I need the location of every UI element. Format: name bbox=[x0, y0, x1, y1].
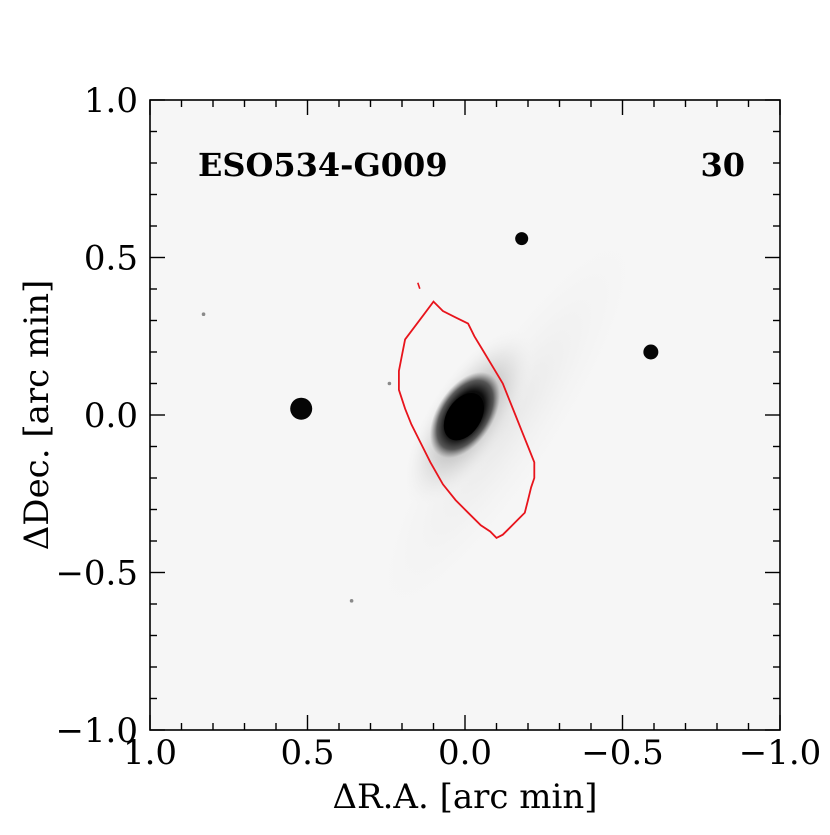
x-tick-label: 0.5 bbox=[280, 733, 334, 773]
isophote-contour bbox=[398, 300, 536, 540]
y-axis-title: ΔDec. [arc min] bbox=[17, 280, 57, 551]
y-tick-label: −1.0 bbox=[55, 711, 138, 751]
faint-source-3 bbox=[349, 599, 354, 603]
y-tick-label: 0.5 bbox=[84, 239, 138, 279]
star-3 bbox=[643, 344, 659, 360]
faint-source-2 bbox=[387, 381, 392, 386]
galaxy-image bbox=[356, 203, 657, 645]
panel-number-label: 30 bbox=[700, 146, 745, 184]
x-tick-label: −0.5 bbox=[581, 733, 664, 773]
y-tick-label: −0.5 bbox=[55, 554, 138, 594]
stars-layer bbox=[201, 232, 659, 603]
axis-ticks bbox=[149, 99, 781, 731]
x-tick-labels: 1.0 0.5 0.0 −0.5 −1.0 bbox=[123, 733, 821, 773]
x-axis-title: ΔR.A. [arc min] bbox=[332, 777, 597, 817]
object-name-label: ESO534-G009 bbox=[198, 146, 448, 184]
faint-source-1 bbox=[201, 312, 206, 317]
galaxy-core bbox=[443, 392, 485, 441]
x-tick-label: 0.0 bbox=[438, 733, 492, 773]
star-1 bbox=[290, 397, 313, 420]
y-tick-labels: −1.0 −0.5 0.0 0.5 1.0 bbox=[55, 81, 138, 751]
isophote-contour-fragment bbox=[417, 282, 421, 289]
x-tick-label: −1.0 bbox=[739, 733, 822, 773]
y-tick-label: 0.0 bbox=[84, 396, 138, 436]
x-tick-label: 1.0 bbox=[123, 733, 177, 773]
star-2 bbox=[515, 232, 529, 246]
y-tick-label: 1.0 bbox=[84, 81, 138, 121]
